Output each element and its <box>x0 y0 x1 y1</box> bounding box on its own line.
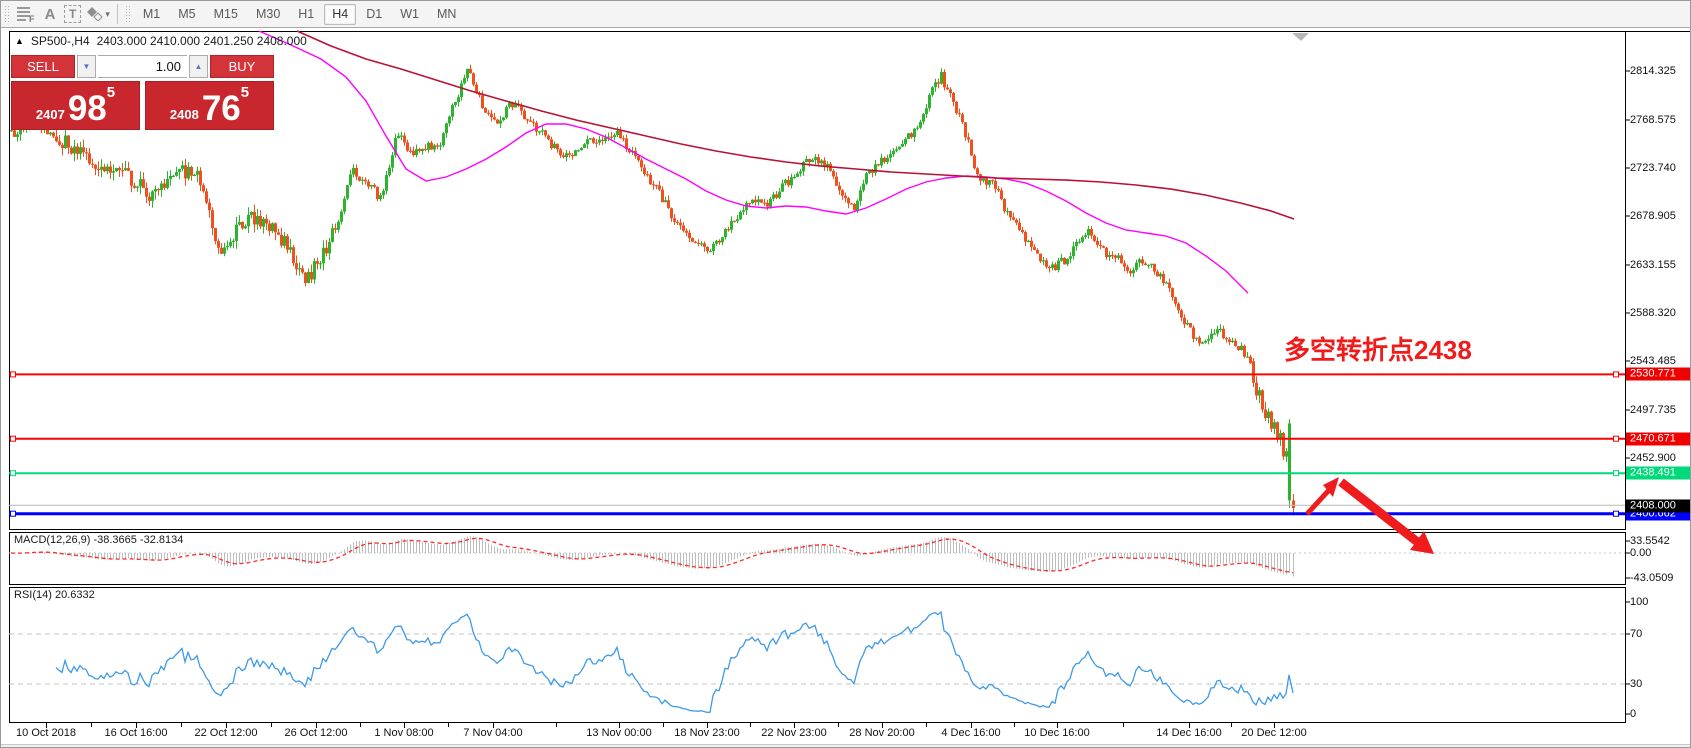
text-tool-icon: T <box>64 5 82 23</box>
status-strip <box>1 744 1690 747</box>
price-label-2768.575: 2768.575 <box>1630 113 1676 126</box>
ma-fast-line <box>258 30 1249 294</box>
symbol-period-label: SP500-,H4 <box>30 34 90 48</box>
symbols-grid-tool-button[interactable]: F <box>14 3 39 25</box>
price-label-0.00: 0.00 <box>1630 547 1652 559</box>
date-label: 22 Nov 23:00 <box>761 727 827 739</box>
price-label-2543.485: 2543.485 <box>1630 354 1676 367</box>
price-label--43.0509: -43.0509 <box>1630 572 1674 584</box>
date-label: 18 Nov 23:00 <box>674 727 740 739</box>
timeframe-w1-button[interactable]: W1 <box>392 4 427 25</box>
timeframe-m5-button[interactable]: M5 <box>170 4 203 25</box>
shapes-icon <box>87 7 104 21</box>
svg-text:F: F <box>29 14 35 22</box>
chart-ohlc-title: ▲ SP500-,H4 2403.000 2410.000 2401.250 2… <box>15 34 307 48</box>
price-label-2588.320: 2588.320 <box>1630 306 1676 319</box>
price-label-2530.771: 2530.771 <box>1626 367 1690 381</box>
price-label-70: 70 <box>1630 628 1643 640</box>
label-tool-button[interactable]: A <box>39 3 61 25</box>
toolbar-grip[interactable] <box>4 5 11 23</box>
price-label-2814.325: 2814.325 <box>1630 65 1676 77</box>
buy-button[interactable]: BUY <box>210 55 274 78</box>
volume-increase-button[interactable]: ▲ <box>189 55 208 78</box>
timeframe-d1-button[interactable]: D1 <box>358 4 390 25</box>
timeframe-h4-button[interactable]: H4 <box>324 3 357 25</box>
buy-price-pips: 76 <box>201 89 241 128</box>
date-label: 7 Nov 04:00 <box>463 727 523 739</box>
date-label: 4 Dec 16:00 <box>941 727 1001 739</box>
date-axis[interactable]: 10 Oct 2018 16 Oct 16:00 22 Oct 12:00 26 Oc… <box>1 723 1625 744</box>
trend-annotation-text: 多空转折点2438 <box>1284 335 1472 365</box>
sell-price-box[interactable]: 2407 98 5 <box>11 81 140 130</box>
sell-button[interactable]: SELL <box>11 55 75 78</box>
date-label: 10 Dec 16:00 <box>1024 727 1090 739</box>
date-label: 26 Oct 12:00 <box>284 727 348 739</box>
symbols-grid-icon: F <box>17 7 35 22</box>
buy-price-main: 2408 <box>169 107 199 122</box>
timeframe-grip[interactable] <box>124 5 132 23</box>
price-label-33.5542: 33.5542 <box>1630 535 1670 547</box>
price-label-30: 30 <box>1630 678 1643 690</box>
date-label: 20 Dec 12:00 <box>1241 727 1307 739</box>
price-label-2633.155: 2633.155 <box>1630 258 1676 271</box>
text-tool-button[interactable]: T <box>61 3 84 25</box>
date-label: 28 Nov 20:00 <box>849 727 915 739</box>
rsi-label: RSI(14) 20.6332 <box>14 589 95 601</box>
timeframe-m15-button[interactable]: M15 <box>206 4 246 25</box>
ohlc-values: 2403.000 2410.000 2401.250 2408.000 <box>96 34 307 48</box>
price-label-2470.671: 2470.671 <box>1626 432 1690 446</box>
rsi-line <box>55 610 1294 714</box>
date-label: 1 Nov 08:00 <box>374 727 434 739</box>
price-label-2452.900: 2452.900 <box>1630 451 1676 464</box>
one-click-trade-panel: SELL ▼ ▲ BUY 2407 98 5 2408 76 5 <box>11 55 274 130</box>
date-label: 10 Oct 2018 <box>16 727 76 739</box>
date-label: 14 Dec 16:00 <box>1156 727 1222 739</box>
price-label-2678.905: 2678.905 <box>1630 209 1676 222</box>
date-label: 22 Oct 12:00 <box>194 727 258 739</box>
date-label: 16 Oct 16:00 <box>104 727 168 739</box>
timeframe-buttons: M1 M5 M15 M30 H1 H4 D1 W1 MN <box>135 3 465 25</box>
sell-price-pips: 98 <box>67 89 107 128</box>
price-label-2408.000: 2408.000 <box>1626 499 1690 513</box>
shapes-tool-button[interactable]: ▾ <box>84 3 113 25</box>
price-axis[interactable]: 2814.325 2768.575 2723.740 2678.905 2633.155… <box>1625 28 1690 744</box>
arrow-annotations <box>1305 477 1434 554</box>
price-label-2723.740: 2723.740 <box>1630 161 1676 174</box>
chart-shift-marker <box>1292 33 1309 41</box>
shapes-dropdown-caret: ▾ <box>105 8 110 19</box>
buy-price-box[interactable]: 2408 76 5 <box>145 81 274 130</box>
volume-decrease-button[interactable]: ▼ <box>77 55 96 78</box>
toolbar: F A T ▾ M1 M5 M15 M30 H1 H4 D1 W1 MN <box>1 1 1690 28</box>
macd-label: MACD(12,26,9) -38.3665 -32.8134 <box>14 534 184 546</box>
price-label-0: 0 <box>1630 708 1637 720</box>
sell-price-point: 5 <box>106 84 116 101</box>
timeframe-h1-button[interactable]: H1 <box>290 4 322 25</box>
timeframe-m30-button[interactable]: M30 <box>248 4 288 25</box>
timeframe-mn-button[interactable]: MN <box>429 4 464 25</box>
ma-slow-line <box>296 30 1295 220</box>
macd-signal-line <box>10 537 1294 574</box>
price-label-2438.491: 2438.491 <box>1626 466 1690 480</box>
volume-input[interactable] <box>98 55 187 78</box>
price-label-2497.735: 2497.735 <box>1630 403 1676 416</box>
timeframe-m1-button[interactable]: M1 <box>135 4 168 25</box>
price-label-100: 100 <box>1630 596 1649 608</box>
sell-price-main: 2407 <box>35 107 65 122</box>
toolbar-separator <box>116 4 118 24</box>
tick-up-icon: ▲ <box>15 36 24 46</box>
buy-price-point: 5 <box>240 84 250 101</box>
date-label: 13 Nov 00:00 <box>586 727 652 739</box>
